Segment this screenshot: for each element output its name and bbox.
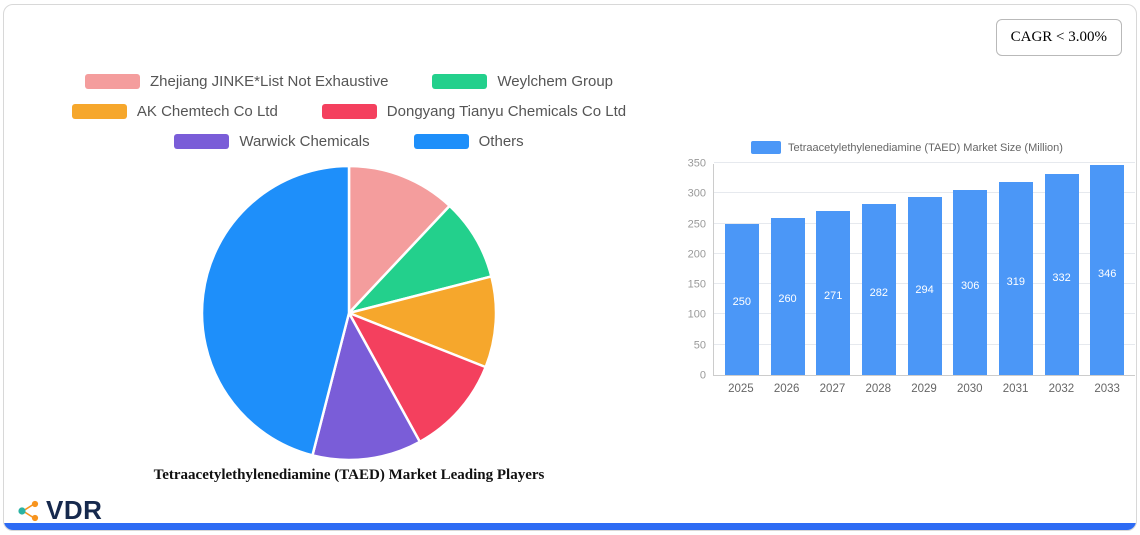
bar-value-label: 282 <box>869 287 889 300</box>
pie-legend-row: Zhejiang JINKE*List Not Exhaustive Weylc… <box>84 73 613 90</box>
pie-legend-row: AK Chemtech Co Ltd Dongyang Tianyu Chemi… <box>71 103 627 120</box>
bar-2027[interactable]: 271 <box>816 210 851 375</box>
bar-column: 282 <box>856 164 902 375</box>
pie-legend: Zhejiang JINKE*List Not Exhaustive Weylc… <box>34 73 664 150</box>
bar-column: 250 <box>719 164 765 375</box>
bar-chart-legend[interactable]: Tetraacetylethylenediamine (TAED) Market… <box>679 141 1135 154</box>
bar-column: 294 <box>902 164 948 375</box>
pie-legend-item-ak-chemtech[interactable]: AK Chemtech Co Ltd <box>71 103 278 120</box>
pie-legend-item-others[interactable]: Others <box>413 133 524 150</box>
legend-swatch <box>413 134 469 149</box>
y-tick-label: 300 <box>687 187 706 200</box>
bar-column: 332 <box>1039 164 1085 375</box>
bar-value-label: 346 <box>1098 268 1117 281</box>
bar-column: 260 <box>765 164 811 375</box>
x-axis-label: 2027 <box>819 383 846 395</box>
x-axis-label: 2033 <box>1094 383 1120 395</box>
pie-slice-0[interactable] <box>347 164 451 315</box>
y-tick-label: 350 <box>687 157 706 170</box>
gridline <box>714 162 1135 163</box>
pie-slice-1[interactable] <box>347 204 493 315</box>
bar-2025[interactable]: 250 <box>724 223 759 375</box>
pie-slice-4[interactable] <box>311 311 422 462</box>
pie-legend-row: Warwick Chemicals Others <box>174 133 524 150</box>
x-axis-label: 2031 <box>1002 383 1029 395</box>
x-axis-label: 2030 <box>957 383 983 395</box>
pie-legend-item-dongyang-tianyu[interactable]: Dongyang Tianyu Chemicals Co Ltd <box>321 103 627 120</box>
pie-legend-item-warwick-chemicals[interactable]: Warwick Chemicals <box>174 133 370 150</box>
x-axis-label: 2028 <box>865 383 892 395</box>
report-card: CAGR < 3.00% Zhejiang JINKE*List Not Exh… <box>3 4 1137 531</box>
bar-2026[interactable]: 260 <box>770 217 805 375</box>
legend-swatch <box>321 104 377 119</box>
bar-2033[interactable]: 346 <box>1090 165 1125 375</box>
bar-value-label: 271 <box>823 290 843 303</box>
bar-xlabels: 2025 2026 2027 2028 2029 2030 2031 2032 2033 <box>713 383 1135 395</box>
bar-cols: 250 260 271 282 294 306 319 332 346 <box>714 164 1135 375</box>
pie-slice-5[interactable] <box>200 164 351 457</box>
legend-swatch <box>432 74 488 89</box>
vdr-logo-icon <box>18 500 39 521</box>
bar-value-label: 294 <box>915 283 934 296</box>
legend-label: Others <box>478 133 524 150</box>
pie-chart-region <box>199 163 499 463</box>
cagr-badge: CAGR < 3.00% <box>995 19 1122 56</box>
pie-legend-item-zhejiang-jinke[interactable]: Zhejiang JINKE*List Not Exhaustive <box>84 73 389 90</box>
bar-column: 271 <box>810 164 856 375</box>
vdr-logo-text: VDR <box>46 495 103 525</box>
legend-label: Weylchem Group <box>497 73 614 90</box>
legend-swatch <box>71 104 127 119</box>
x-axis-label: 2025 <box>728 383 754 395</box>
bar-2032[interactable]: 332 <box>1044 173 1079 375</box>
x-axis-label: 2029 <box>911 383 937 395</box>
bar-value-label: 306 <box>961 280 980 293</box>
x-axis-label: 2026 <box>773 383 800 395</box>
legend-swatch <box>84 74 140 89</box>
legend-label: Zhejiang JINKE*List Not Exhaustive <box>149 73 389 90</box>
pie-chart-title: Tetraacetylethylenediamine (TAED) Market… <box>153 467 545 483</box>
y-tick-label: 250 <box>687 218 706 231</box>
bar-legend-swatch <box>751 141 782 154</box>
pie-slice-2[interactable] <box>347 275 498 369</box>
y-tick-label: 0 <box>699 369 706 382</box>
y-tick-label: 50 <box>693 339 706 352</box>
bar-legend-label: Tetraacetylethylenediamine (TAED) Market… <box>788 141 1063 154</box>
bar-2028[interactable]: 282 <box>861 204 896 375</box>
pie-slice-3[interactable] <box>347 311 487 444</box>
bar-2030[interactable]: 306 <box>953 189 988 375</box>
legend-label: AK Chemtech Co Ltd <box>136 103 278 120</box>
legend-label: Dongyang Tianyu Chemicals Co Ltd <box>386 103 627 120</box>
y-tick-label: 200 <box>687 248 706 261</box>
bar-2029[interactable]: 294 <box>907 196 942 375</box>
legend-label: Warwick Chemicals <box>239 133 370 150</box>
bar-plot: 250 260 271 282 294 306 319 332 346 <box>713 162 1135 376</box>
bar-column: 306 <box>947 164 993 375</box>
x-axis-label: 2032 <box>1048 383 1075 395</box>
gridline <box>714 192 1135 194</box>
legend-swatch <box>174 134 230 149</box>
y-tick-label: 100 <box>687 308 706 321</box>
bar-value-label: 332 <box>1052 272 1071 285</box>
pie-chart <box>200 164 498 462</box>
pie-legend-item-weylchem-group[interactable]: Weylchem Group <box>432 73 613 90</box>
y-tick-label: 150 <box>687 278 706 291</box>
bar-value-label: 250 <box>732 296 752 309</box>
card-bottom-accent-bar <box>4 523 1136 530</box>
vdr-logo: VDR <box>16 495 102 526</box>
bar-value-label: 260 <box>778 293 797 306</box>
bar-value-label: 319 <box>1006 276 1026 289</box>
bar-chart-region: Tetraacetylethylenediamine (TAED) Market… <box>679 141 1135 395</box>
bar-column: 346 <box>1084 164 1130 375</box>
bar-yaxis: 0 50 100 150 200 250 300 350 <box>679 158 713 381</box>
bar-2031[interactable]: 319 <box>998 181 1033 375</box>
bar-column: 319 <box>993 164 1039 375</box>
